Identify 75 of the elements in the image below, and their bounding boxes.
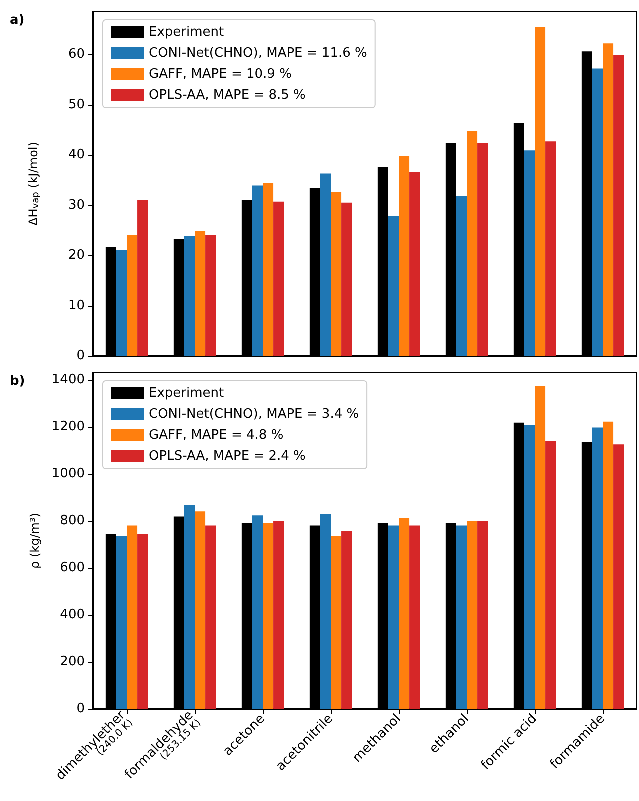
y-tick-label: 30 — [68, 198, 85, 213]
bar — [263, 183, 274, 356]
bar — [274, 202, 284, 356]
bar — [456, 196, 467, 356]
text: a) — [10, 13, 25, 28]
y-tick-label: 800 — [60, 514, 85, 529]
legend-label: CONI-Net(CHNO), MAPE = 3.4 % — [149, 407, 360, 422]
bar — [252, 516, 263, 709]
bar — [342, 202, 352, 356]
y-tick-label: 400 — [60, 608, 85, 623]
bar — [127, 526, 138, 709]
bar — [342, 531, 352, 709]
bar — [195, 231, 206, 356]
bar — [546, 142, 556, 356]
bar — [524, 150, 535, 356]
y-tick-label: 60 — [68, 47, 85, 62]
bar — [546, 441, 556, 709]
y-axis-title: ρ (kg/m³) — [28, 513, 42, 569]
bar — [127, 234, 138, 356]
bar — [410, 172, 420, 356]
y-axis-title: ΔHvap (kJ/mol) — [26, 142, 42, 226]
bar — [399, 156, 410, 356]
bar — [116, 536, 127, 709]
legend-label: Experiment — [149, 25, 224, 40]
bar — [614, 55, 624, 356]
bar — [252, 186, 263, 356]
bar — [184, 236, 195, 356]
bar — [331, 536, 342, 709]
bar — [592, 68, 603, 356]
bar — [138, 534, 148, 709]
bar — [467, 131, 478, 356]
y-tick-label: 600 — [60, 560, 85, 576]
bar — [206, 234, 216, 356]
legend-label: GAFF, MAPE = 4.8 % — [149, 428, 284, 443]
bar — [478, 521, 488, 709]
legend-label: OPLS-AA, MAPE = 2.4 % — [149, 449, 306, 464]
legend-label: CONI-Net(CHNO), MAPE = 11.6 % — [149, 46, 368, 61]
bar — [320, 174, 331, 356]
bar — [467, 521, 478, 709]
bar — [138, 200, 148, 356]
bar — [535, 386, 546, 709]
y-tick-label: 20 — [68, 248, 85, 264]
y-tick-label: 1200 — [52, 420, 85, 435]
bar — [478, 143, 488, 356]
bar — [320, 514, 331, 709]
bar — [535, 27, 546, 356]
bar — [592, 428, 603, 709]
legend-label: OPLS-AA, MAPE = 8.5 % — [149, 88, 306, 103]
y-tick-label: 0 — [76, 348, 85, 364]
bar — [524, 425, 535, 709]
bar — [410, 526, 420, 709]
bar — [603, 422, 614, 709]
bar — [195, 512, 206, 709]
bar — [116, 250, 127, 356]
bar — [206, 526, 216, 709]
bar — [274, 521, 284, 709]
bar — [603, 44, 614, 356]
y-tick-label: 1000 — [52, 466, 85, 482]
bar — [263, 523, 274, 709]
y-tick-label: 10 — [68, 298, 85, 314]
y-tick-label: 0 — [76, 702, 85, 716]
bar — [331, 192, 342, 356]
y-tick-label: 200 — [60, 654, 85, 670]
legend-label: GAFF, MAPE = 10.9 % — [149, 67, 292, 82]
bar — [388, 526, 399, 709]
bar — [614, 444, 624, 709]
bar — [184, 505, 195, 709]
y-tick-label: 40 — [68, 148, 85, 163]
legend-label: Experiment — [149, 386, 224, 401]
bar — [388, 216, 399, 356]
y-tick-label: 50 — [68, 97, 85, 112]
y-tick-label: 1400 — [52, 372, 85, 388]
bar — [399, 518, 410, 709]
bar — [456, 526, 467, 709]
text: b) — [10, 374, 26, 389]
